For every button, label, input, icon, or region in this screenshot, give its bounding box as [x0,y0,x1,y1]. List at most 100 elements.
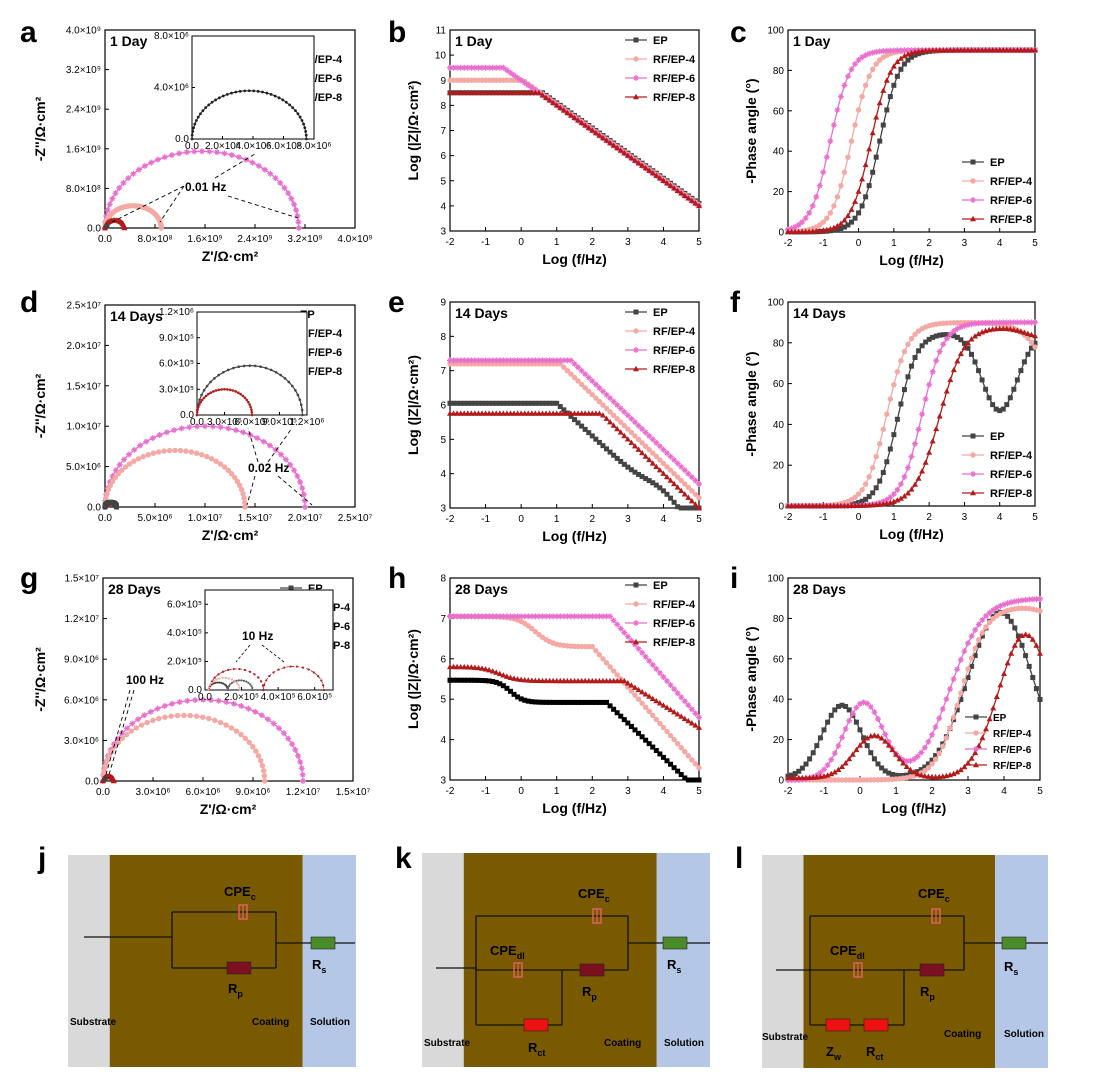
inset-point [213,377,216,380]
data-point [119,735,126,742]
data-point [929,761,935,767]
data-point [168,152,175,159]
data-point [1022,596,1029,603]
x-axis-label: Log (f/Hz) [879,252,944,268]
inset-arc [227,680,253,690]
data-point [667,732,674,739]
data-point [696,480,702,487]
x-tick-label: 4 [997,238,1003,249]
data-point [507,674,514,680]
data-point [894,369,901,375]
inset-x-tick-label: 2.0×10⁵ [224,692,259,703]
data-point [947,331,954,338]
data-point [893,772,899,778]
data-point [621,629,628,636]
inset-point [200,398,204,402]
y-tick-label: 2.0×10⁷ [67,341,102,352]
data-point [624,680,631,686]
data-point [940,332,946,338]
axes-frame [104,29,356,229]
data-point [837,220,844,226]
inset-point [230,91,233,95]
data-point [589,643,595,650]
data-point [599,412,606,418]
data-point [954,334,960,340]
data-point [646,693,653,699]
data-point [855,491,862,497]
data-point [792,771,798,777]
data-point [668,761,674,767]
data-point [547,699,553,705]
data-point [553,613,560,620]
legend-label: RF/EP-8 [653,637,695,649]
solution-region [995,855,1048,1068]
y-tick-label: 40 [773,695,785,706]
data-point [1001,670,1007,677]
data-point [675,768,681,774]
inset-frame [204,589,334,691]
zw-label: Zw [826,1044,842,1062]
data-point [837,93,844,100]
data-point [947,686,953,693]
legend-label: RF/EP-6 [653,73,695,85]
legend-label: EP [653,35,668,47]
y-axis-label: -Z''/Ω·cm² [32,373,48,438]
data-point [521,79,528,86]
x-tick-label: 1.6×10⁹ [187,234,222,245]
legend-label: EP [993,713,1007,724]
data-point [482,64,489,71]
data-point [104,491,110,497]
data-point [990,402,996,408]
data-point [1024,319,1031,326]
data-point [979,320,986,327]
data-point [940,743,946,750]
data-point [628,723,634,729]
data-point [215,697,222,704]
data-point [564,357,571,364]
data-point [671,765,677,771]
series-RF/EP-8 [785,325,1038,509]
data-point [287,461,294,468]
data-point [299,771,306,778]
inset-point [304,130,308,133]
data-point [186,424,193,431]
data-point [223,699,230,706]
data-point [632,727,638,733]
inset-point [249,405,252,409]
data-point [454,357,461,364]
data-point [689,757,695,763]
y-tick-label: 9.0×10⁶ [64,655,99,666]
data-point [553,357,560,364]
data-point [671,708,678,715]
data-point [873,485,879,491]
inset-point [250,413,254,417]
data-point [965,666,971,672]
series-RF/EP-6 [447,357,702,487]
data-point [631,157,638,163]
data-point [664,758,670,764]
inset-point [215,678,218,681]
x-tick-label: 5.0×10⁶ [138,513,173,524]
data-point [507,613,514,620]
data-point [550,400,556,406]
data-point [592,129,599,136]
data-point [961,686,967,692]
data-point [1008,618,1014,624]
data-point [147,708,154,715]
inset-y-tick-label: 9.0×10⁵ [159,333,194,344]
inset-x-tick-label: 6.0×10⁵ [297,692,332,703]
data-point [483,400,489,406]
data-point [585,613,592,620]
data-point [841,217,848,223]
data-point [572,699,577,705]
data-point [1032,344,1038,350]
data-point [561,407,567,413]
data-point [511,72,518,79]
data-point [126,461,133,467]
data-point [929,757,935,763]
legend-label: RF/EP-8 [990,488,1032,500]
inset-point [227,668,230,672]
wire [436,915,710,1026]
